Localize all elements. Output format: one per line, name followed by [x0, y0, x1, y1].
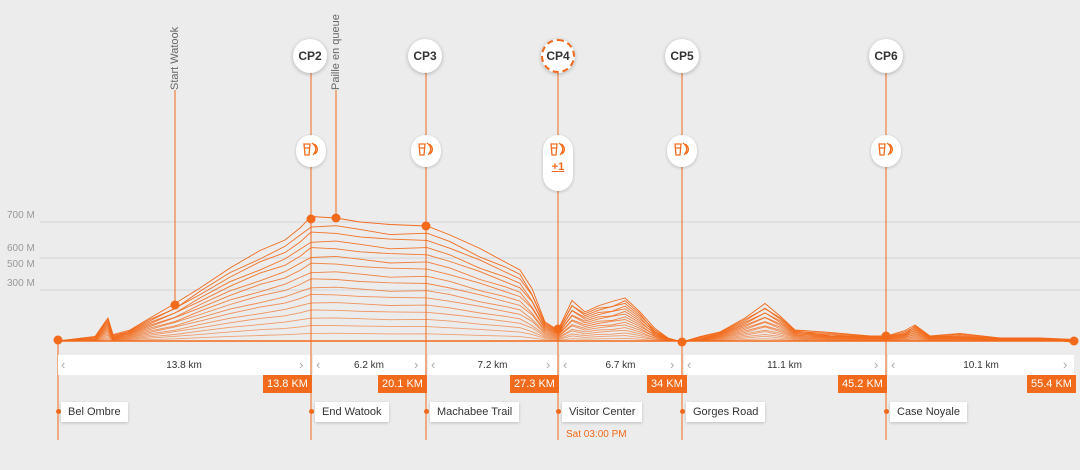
checkpoint-cp4[interactable]: CP4	[541, 39, 575, 73]
chevron-right-icon[interactable]: ›	[670, 357, 675, 372]
chevron-left-icon[interactable]: ‹	[61, 357, 66, 372]
km-badge-cp2: 13.8 KM	[263, 375, 312, 393]
elevation-point	[677, 337, 687, 347]
km-badge-cp4: 27.3 KM	[510, 375, 559, 393]
marker-start-watook: Start Watook	[169, 26, 181, 90]
segment-6-distance[interactable]: 10.1 km	[888, 355, 1074, 375]
marker-paille-en-queue: Paille en queue	[330, 14, 342, 90]
aid-station-cp5[interactable]	[667, 135, 697, 167]
km-badge-cp5: 34 KM	[647, 375, 687, 393]
aid-station-cp2[interactable]	[296, 135, 326, 167]
drink-food-icon	[674, 142, 690, 156]
y-label-500: 500 M	[7, 259, 35, 270]
place-gorges-road[interactable]: Gorges Road	[686, 402, 766, 422]
km-badge-finish: 55.4 KM	[1027, 375, 1076, 393]
chevron-left-icon[interactable]: ‹	[316, 357, 321, 372]
checkpoint-cp2[interactable]: CP2	[293, 39, 327, 73]
place-dot	[556, 409, 561, 414]
segment-1-distance[interactable]: 13.8 km	[58, 355, 310, 375]
drink-food-icon	[878, 142, 894, 156]
chevron-right-icon[interactable]: ›	[414, 357, 419, 372]
segment-4-distance[interactable]: 6.7 km	[560, 355, 681, 375]
elevation-ridge-line	[57, 278, 1075, 342]
chevron-left-icon[interactable]: ‹	[431, 357, 436, 372]
elevation-point	[306, 214, 316, 224]
aid-station-cp3[interactable]	[411, 135, 441, 167]
place-bel-ombre[interactable]: Bel Ombre	[61, 402, 128, 422]
drink-food-icon	[418, 142, 434, 156]
chevron-right-icon[interactable]: ›	[299, 357, 304, 372]
drink-food-icon	[550, 142, 566, 156]
aid-station-cp4[interactable]: +1	[543, 135, 573, 191]
chevron-left-icon[interactable]: ‹	[891, 357, 896, 372]
elevation-point	[1069, 336, 1079, 346]
y-label-300: 300 M	[7, 278, 35, 289]
drink-food-icon	[303, 142, 319, 156]
chevron-left-icon[interactable]: ‹	[563, 357, 568, 372]
place-dot	[884, 409, 889, 414]
elevation-ridge-line	[57, 225, 1075, 343]
place-dot	[680, 409, 685, 414]
elevation-ridge-line	[57, 332, 1075, 342]
segment-3-distance[interactable]: 7.2 km	[428, 355, 557, 375]
elevation-point	[553, 324, 563, 334]
place-dot	[309, 409, 314, 414]
elevation-point	[421, 221, 431, 231]
km-badge-cp6: 45.2 KM	[838, 375, 887, 393]
chevron-right-icon[interactable]: ›	[874, 357, 879, 372]
elevation-ridge-line	[57, 247, 1075, 343]
place-end-watook[interactable]: End Watook	[315, 402, 389, 422]
place-case-noyale[interactable]: Case Noyale	[890, 402, 967, 422]
y-label-700: 700 M	[7, 210, 35, 221]
cutoff-time: Sat 03:00 PM	[566, 429, 627, 440]
segment-5-distance[interactable]: 11.1 km	[684, 355, 885, 375]
elevation-ridge-line	[57, 216, 1075, 343]
chevron-left-icon[interactable]: ‹	[687, 357, 692, 372]
elevation-ridge-line	[57, 231, 1075, 343]
place-machabee-trail[interactable]: Machabee Trail	[430, 402, 520, 422]
aid-more-button[interactable]: +1	[551, 161, 565, 173]
elevation-point	[53, 335, 63, 345]
chevron-right-icon[interactable]: ›	[1063, 357, 1068, 372]
checkpoint-cp5[interactable]: CP5	[665, 39, 699, 73]
elevation-point	[331, 213, 341, 223]
chevron-right-icon[interactable]: ›	[546, 357, 551, 372]
segment-2-distance[interactable]: 6.2 km	[313, 355, 425, 375]
place-dot	[424, 409, 429, 414]
checkpoint-cp6[interactable]: CP6	[869, 39, 903, 73]
elevation-point	[170, 300, 180, 310]
checkpoint-cp3[interactable]: CP3	[408, 39, 442, 73]
elevation-ridge-line	[57, 293, 1075, 342]
aid-station-cp6[interactable]	[871, 135, 901, 167]
place-dot	[56, 409, 61, 414]
place-visitor-center[interactable]: Visitor Center	[562, 402, 643, 422]
km-badge-cp3: 20.1 KM	[378, 375, 427, 393]
elevation-ridge-line	[57, 262, 1075, 343]
y-label-600: 600 M	[7, 243, 35, 254]
elevation-point	[881, 331, 891, 341]
